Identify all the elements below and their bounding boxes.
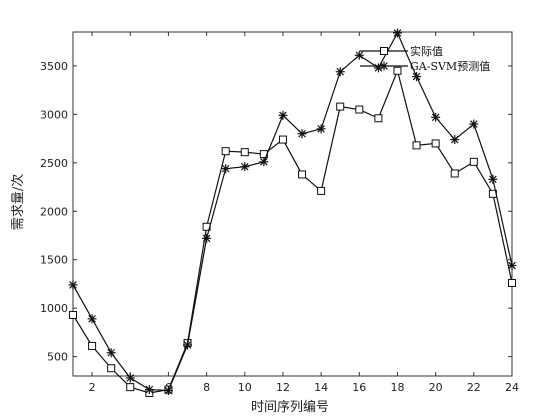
data-point [336,102,345,111]
data-point [316,124,326,134]
data-point [393,66,402,75]
y-tick-label: 3500 [40,60,68,73]
legend-marker [379,61,389,71]
data-point [278,135,287,144]
data-point [469,119,479,129]
x-tick-label: 14 [314,381,328,394]
data-point [412,141,421,150]
data-point [183,340,193,350]
data-point [507,261,517,271]
data-point [240,148,249,157]
x-tick-label: 10 [238,381,252,394]
x-tick-label: 24 [505,381,519,394]
data-point [68,280,78,290]
plot-border [72,31,513,377]
plot-frame [72,31,513,377]
data-point [431,139,440,148]
data-point [240,162,250,172]
data-point [278,110,288,120]
data-point [144,385,154,395]
data-point [88,341,97,350]
data-point [335,67,345,77]
x-tick-label: 2 [89,381,96,394]
data-point [297,129,307,139]
data-point [298,170,307,179]
data-point [469,157,478,166]
data-point [202,233,212,243]
series-prediction [68,28,517,396]
data-point [450,135,460,145]
x-tick-label: 22 [467,381,481,394]
x-axis-label: 时间序列编号 [251,400,329,415]
series-line [72,68,513,394]
y-axis-label: 需求量/次 [10,174,26,230]
legend: 实际值 GA-SVM预测值 [360,44,490,73]
data-point [69,310,77,319]
x-tick-label: 12 [276,381,290,394]
data-point [374,114,383,123]
legend-label: 实际值 [410,44,443,58]
data-point [106,348,116,358]
data-point [126,383,135,392]
data-point [87,314,97,324]
y-tick-label: 1000 [40,302,68,315]
x-axis-ticks: 24681012141618202224 [89,32,519,394]
data-point [412,72,422,82]
y-tick-label: 1500 [40,254,68,267]
y-tick-label: 500 [47,351,68,364]
data-point [508,278,516,287]
series-line [72,31,513,392]
y-tick-label: 2000 [40,205,68,218]
y-axis-ticks: 500 1000 1500 2000 2500 3000 3500 [40,60,512,364]
data-point [488,174,498,184]
data-point [163,386,173,396]
data-point [259,157,269,167]
data-point [431,112,441,122]
x-tick-label: 18 [390,381,404,394]
series-actual [69,66,516,397]
x-tick-label: 8 [203,381,210,394]
data-point [355,105,364,114]
data-point [125,373,135,383]
x-tick-label: 20 [429,381,443,394]
data-point [354,50,364,60]
data-point [221,147,230,156]
y-tick-label: 3000 [40,108,68,121]
data-point [450,169,459,178]
legend-marker [380,47,388,55]
y-tick-label: 2500 [40,157,68,170]
series-layer [68,28,517,397]
legend-label: GA-SVM预测值 [410,60,490,73]
data-point [221,164,231,174]
x-tick-label: 16 [352,381,366,394]
data-point [317,186,326,195]
data-point [392,28,402,38]
data-point [107,364,116,373]
